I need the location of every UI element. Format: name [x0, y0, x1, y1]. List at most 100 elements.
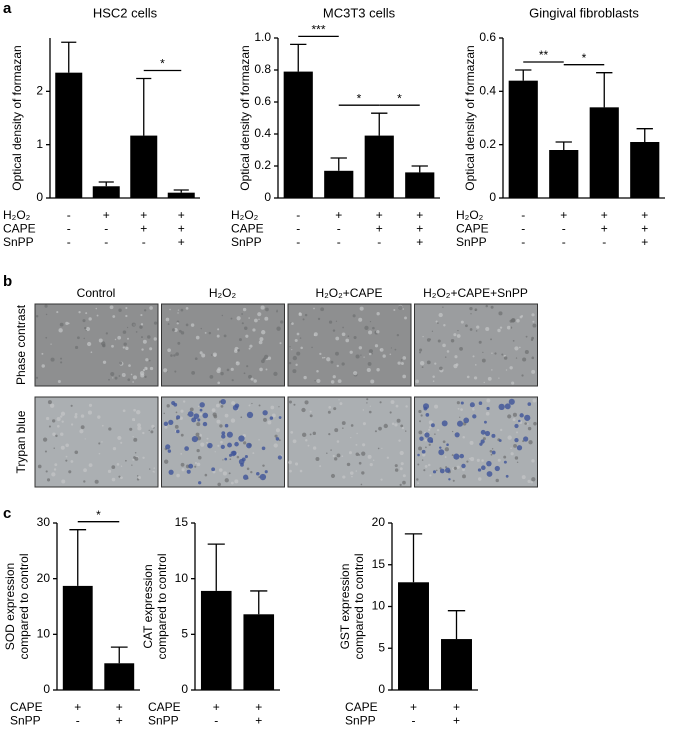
stained-cell — [463, 417, 470, 424]
y-axis-label: SOD expression — [3, 563, 17, 650]
stained-cell — [220, 444, 225, 450]
texture — [514, 456, 519, 460]
texture — [507, 435, 512, 440]
texture — [234, 349, 238, 353]
texture — [367, 454, 372, 459]
texture — [474, 309, 477, 312]
y-axis-label: compared to control — [155, 553, 169, 659]
texture — [132, 458, 135, 461]
texture — [278, 406, 280, 408]
texture — [52, 432, 56, 436]
bar — [200, 590, 232, 690]
texture — [389, 353, 392, 356]
texture — [165, 317, 170, 322]
texture — [316, 378, 321, 384]
stained-cell — [187, 411, 194, 417]
texture — [109, 305, 114, 310]
y-tick-label: 0 — [36, 190, 43, 204]
texture — [431, 330, 434, 332]
texture — [129, 427, 133, 431]
y-axis-label: Optical density of formazan — [238, 45, 252, 190]
texture — [142, 456, 145, 459]
texture — [84, 438, 86, 440]
condition-sign: - — [412, 714, 416, 728]
texture — [486, 398, 491, 403]
texture — [292, 439, 297, 444]
texture — [498, 377, 500, 379]
texture — [83, 468, 87, 473]
texture — [398, 439, 401, 442]
texture — [149, 366, 154, 371]
texture — [170, 354, 173, 357]
texture — [163, 412, 165, 415]
texture — [491, 369, 493, 371]
texture — [368, 349, 373, 354]
condition-name: H₂O₂ — [3, 208, 31, 222]
texture — [304, 313, 308, 317]
condition-sign: - — [337, 222, 341, 236]
texture — [516, 431, 518, 434]
texture — [512, 412, 517, 417]
stained-cell — [446, 443, 449, 447]
texture — [220, 371, 224, 376]
texture — [396, 418, 401, 423]
texture — [428, 443, 431, 446]
texture — [400, 361, 404, 365]
condition-sign: - — [296, 235, 300, 249]
texture — [140, 323, 144, 326]
condition-sign: + — [641, 235, 648, 249]
condition-sign: - — [562, 222, 566, 236]
texture — [358, 461, 362, 465]
texture — [142, 368, 146, 372]
texture — [44, 304, 48, 308]
texture — [137, 476, 141, 480]
texture — [469, 328, 473, 331]
texture — [432, 375, 435, 379]
texture — [444, 356, 447, 358]
stained-cell — [227, 442, 232, 448]
texture — [450, 339, 455, 343]
texture — [190, 323, 195, 327]
texture — [394, 464, 398, 468]
texture — [514, 346, 519, 351]
texture — [85, 329, 87, 332]
texture — [350, 471, 354, 475]
texture — [197, 405, 200, 408]
texture — [456, 401, 460, 405]
bar — [589, 107, 619, 198]
texture — [82, 319, 86, 323]
texture — [267, 356, 272, 360]
stained-cell — [484, 430, 491, 437]
texture — [358, 346, 363, 350]
texture — [515, 357, 518, 359]
texture — [230, 317, 233, 320]
texture — [141, 336, 143, 339]
texture — [70, 423, 74, 426]
stained-cell — [523, 436, 529, 442]
texture — [442, 306, 444, 308]
stained-cell — [264, 470, 268, 474]
texture — [249, 344, 253, 348]
texture — [108, 378, 110, 381]
texture — [500, 428, 503, 432]
y-axis-label: Optical density of formazan — [463, 45, 477, 190]
condition-sign: + — [416, 235, 423, 249]
texture — [400, 462, 404, 466]
texture — [110, 371, 115, 377]
texture — [289, 346, 291, 348]
stained-cell — [191, 417, 197, 423]
texture — [435, 320, 438, 323]
texture — [153, 337, 157, 341]
texture — [164, 459, 169, 464]
texture — [56, 311, 59, 314]
stained-cell — [478, 401, 483, 405]
stained-cell — [193, 413, 200, 419]
texture — [434, 433, 436, 435]
y-tick-label: 0 — [181, 682, 188, 696]
texture — [503, 455, 507, 459]
texture — [51, 472, 56, 477]
y-tick-label: 0.4 — [254, 126, 271, 140]
texture — [111, 465, 116, 470]
significance-label: * — [397, 91, 402, 105]
y-tick-label: 0.8 — [254, 62, 271, 76]
